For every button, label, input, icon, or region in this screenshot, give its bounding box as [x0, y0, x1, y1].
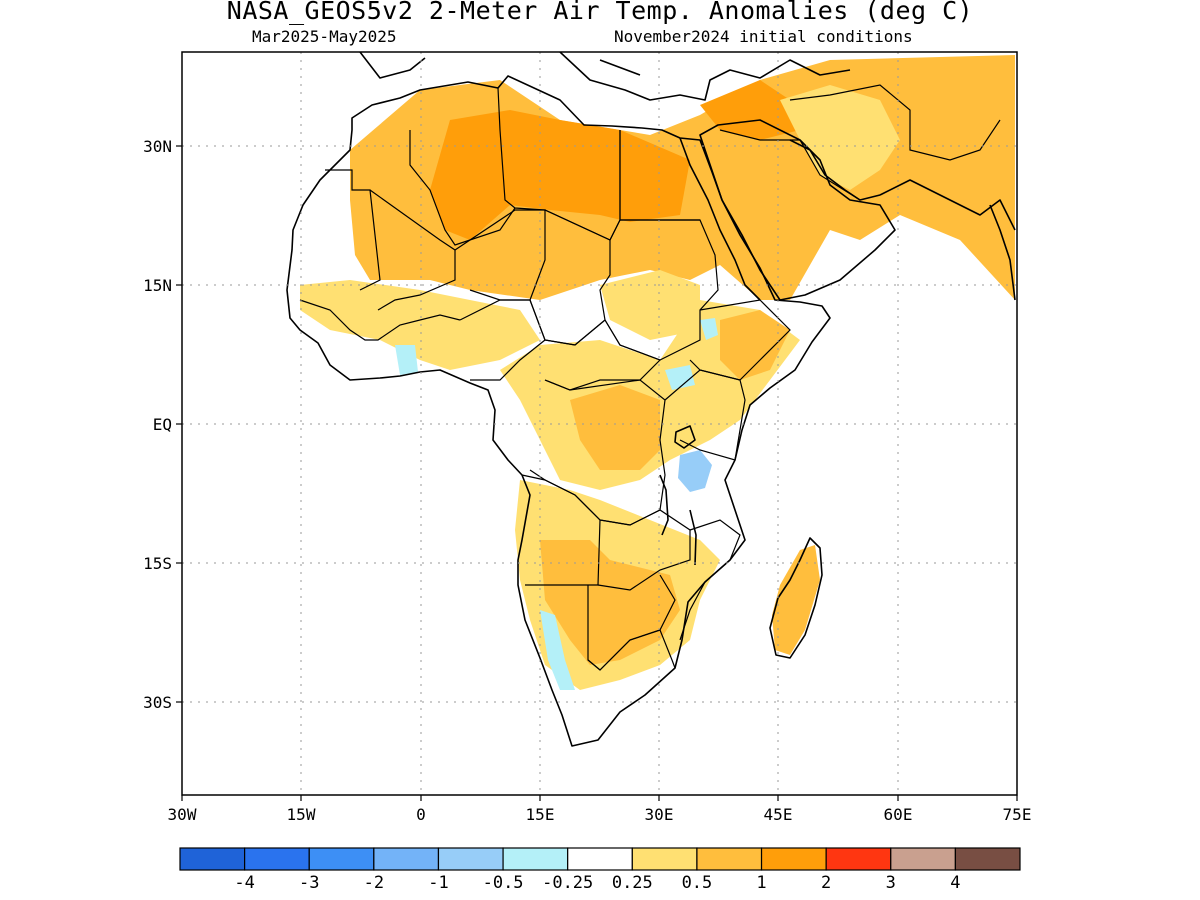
lon-label-75e: 75E — [1003, 805, 1032, 824]
car-border — [544, 319, 662, 391]
colorbar-label: 4 — [950, 873, 960, 893]
lake-victoria — [674, 425, 696, 449]
colorbar-swatch — [760, 847, 827, 871]
colorbar-label: -2 — [364, 873, 384, 893]
lon-label-45e: 45E — [764, 805, 793, 824]
anomaly-mideast-core — [700, 80, 800, 140]
persian-gulf-coast — [789, 139, 1016, 231]
initial-conditions: November2024 initial conditions — [614, 27, 913, 46]
colorbar-swatch — [825, 847, 892, 871]
iran-border — [789, 84, 1001, 161]
longitude-axis — [181, 795, 1018, 801]
colorbar-swatch — [502, 847, 569, 871]
anomaly-ethiopia-cool — [700, 318, 718, 340]
mauritania-border — [325, 169, 381, 291]
colorbar-swatch — [179, 847, 246, 871]
arabia-coastline — [699, 119, 896, 301]
red-sea-west-coast — [679, 137, 761, 301]
anomaly-arabia-light — [780, 85, 900, 190]
angola-border — [521, 474, 601, 586]
madagascar-coastline — [769, 537, 823, 659]
anomaly-southern-africa-core — [540, 540, 680, 665]
lon-label-15e: 15E — [526, 805, 555, 824]
colorbar-swatch — [567, 847, 633, 871]
longitude-labels: 30W 15W 0 15E 30E 45E 60E 75E — [168, 805, 1032, 824]
south-africa-border — [587, 629, 676, 671]
colorbar-label: 0.5 — [682, 873, 713, 893]
colorbar-swatch — [890, 847, 956, 871]
anomaly-central-africa-core — [570, 385, 660, 470]
colorbar-label: 2 — [821, 873, 831, 893]
map-title: NASA_GEOS5v2 2-Meter Air Temp. Anomalies… — [226, 0, 974, 25]
lat-label-15s: 15S — [143, 554, 172, 573]
india-coast — [989, 204, 1016, 301]
colorbar-swatch — [373, 847, 440, 871]
lat-label-30s: 30S — [143, 693, 172, 712]
colorbar-label: -0.5 — [483, 873, 524, 893]
forecast-period: Mar2025-May2025 — [252, 27, 397, 46]
anomaly-horn-core — [720, 310, 790, 380]
colorbar-swatch — [631, 847, 698, 871]
africa-coastline — [286, 75, 831, 747]
colorbar-label: -3 — [299, 873, 319, 893]
lat-label-15n: 15N — [143, 276, 172, 295]
colorbar-label: -4 — [234, 873, 254, 893]
anomaly-lake-victoria-cool — [678, 450, 712, 492]
anomaly-south-sudan-cool — [665, 365, 695, 390]
colorbar-labels: -4 -3 -2 -1 -0.5 -0.25 0.25 0.5 1 2 3 4 — [234, 873, 960, 893]
mediterranean-north-coast — [359, 52, 851, 101]
lake-malawi — [689, 509, 697, 566]
colorbar — [179, 847, 1021, 871]
colorbar-label: 1 — [756, 873, 766, 893]
lat-label-eq: EQ — [153, 415, 172, 434]
lat-label-30n: 30N — [143, 137, 172, 156]
mozambique-border — [679, 519, 741, 641]
anomaly-sahara-core — [430, 110, 690, 240]
lon-label-0: 0 — [416, 805, 426, 824]
mali-border — [369, 189, 456, 311]
zambia-border — [597, 509, 691, 591]
lon-label-30w: 30W — [168, 805, 197, 824]
west-coast-borders — [299, 299, 461, 341]
latitude-labels: 30N 15N EQ 15S 30S — [143, 137, 172, 712]
east-africa-border — [664, 369, 746, 461]
anomaly-ghana-cool — [395, 345, 418, 375]
colorbar-swatch — [696, 847, 763, 871]
coastlines — [286, 52, 1016, 747]
colorbar-label: 0.25 — [612, 873, 653, 893]
algeria-border — [409, 130, 516, 246]
latitude-axis — [176, 145, 182, 703]
colorbar-swatch — [954, 847, 1021, 871]
colorbar-swatch — [437, 847, 504, 871]
colorbar-label: 3 — [886, 873, 896, 893]
colorbar-swatch — [244, 847, 310, 871]
lon-label-60e: 60E — [884, 805, 913, 824]
anomaly-field — [300, 55, 1015, 690]
colorbar-label: -1 — [428, 873, 448, 893]
colorbar-label: -0.25 — [542, 873, 593, 893]
country-borders — [299, 84, 1001, 671]
graticule — [182, 52, 1017, 795]
lon-label-30e: 30E — [645, 805, 674, 824]
anomaly-sahel-light — [600, 270, 700, 340]
saudi-border — [719, 129, 861, 201]
lake-tanganyika — [659, 474, 669, 536]
lon-label-15w: 15W — [287, 805, 316, 824]
anomaly-west-africa — [300, 280, 540, 370]
anomaly-madagascar — [772, 545, 820, 655]
colorbar-swatch — [308, 847, 375, 871]
anomaly-namibia-cool — [540, 610, 575, 690]
